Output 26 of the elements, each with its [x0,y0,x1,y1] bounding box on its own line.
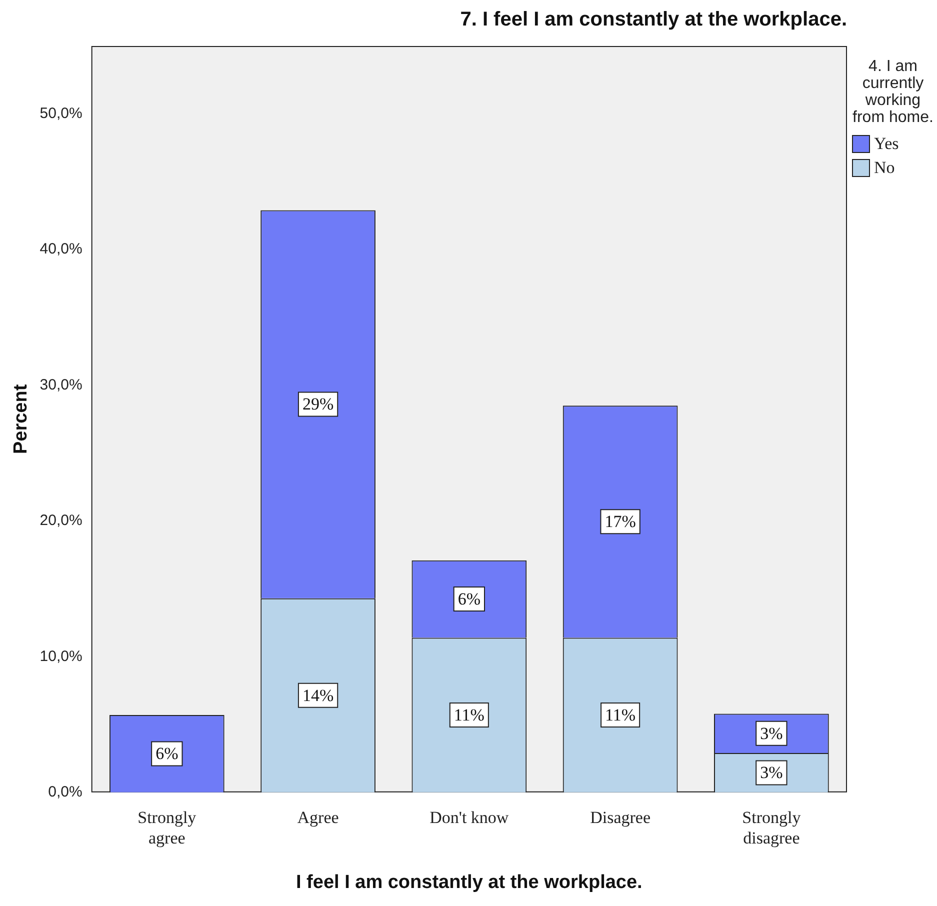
x-tick-label: Strongly disagree [742,808,802,848]
legend-label: Yes [874,134,899,154]
data-label: 11% [454,706,484,725]
y-axis-title: Percent [10,384,32,454]
data-label: 3% [760,724,783,743]
x-tick-label: Don't know [430,808,510,828]
legend-title: 4. I am currently working from home. [852,58,934,126]
legend-label: No [874,158,895,178]
data-label: 14% [302,686,334,705]
data-label: 17% [604,512,636,532]
data-label: 29% [302,394,334,414]
x-tick-label: Strongly agree [138,808,197,848]
x-axis-title: I feel I am constantly at the workplace. [296,872,642,893]
y-tick-label: 20,0% [40,512,82,530]
y-tick-label: 0,0% [48,784,82,801]
y-tick-label: 10,0% [40,648,82,665]
chart-title: 7. I feel I am constantly at the workplace. [460,8,847,31]
y-tick-label: 30,0% [40,376,82,394]
data-label: 6% [458,589,480,608]
x-tick-label: Agree [297,808,339,828]
data-label: 3% [760,763,783,782]
data-label: 11% [605,706,636,725]
data-label: 6% [156,744,178,764]
y-tick-label: 40,0% [40,240,82,258]
y-tick-label: 50,0% [40,104,82,122]
x-tick-label: Disagree [590,808,651,828]
